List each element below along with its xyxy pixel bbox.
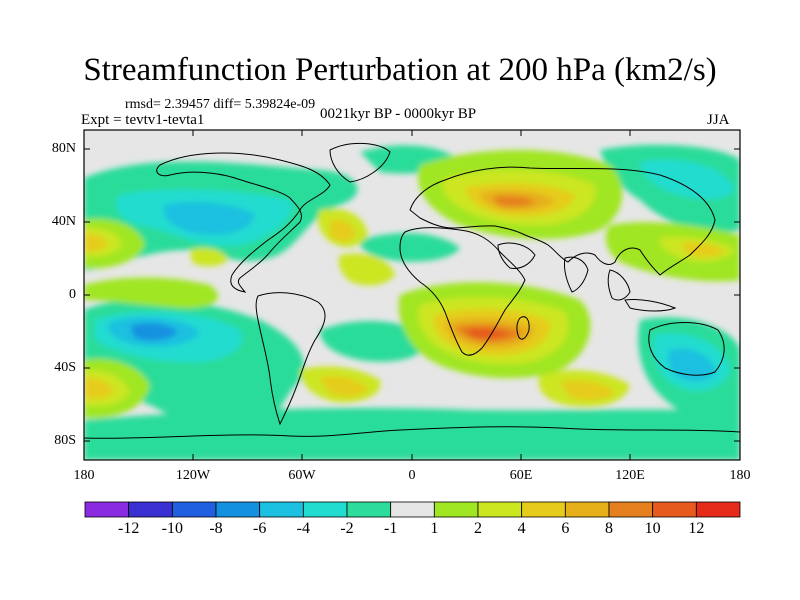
colorbar-label: 4	[517, 520, 526, 537]
colorbar-swatch	[171, 501, 217, 518]
coastlines	[84, 142, 740, 439]
contour-neg-sh-west-min	[130, 323, 178, 341]
colorbar-swatch	[608, 501, 654, 518]
contour-neg-atl-sh	[320, 320, 430, 362]
colorbar-swatch	[652, 501, 697, 518]
colorbar-swatch	[84, 501, 130, 518]
colorbar-swatch	[695, 501, 741, 518]
coastline-south-america	[255, 292, 326, 426]
contour-pos-africa-n	[338, 253, 395, 286]
contour-neg-na-inner	[163, 202, 255, 235]
colorbar-swatch	[302, 501, 348, 518]
lon-label-180e: 180	[729, 468, 751, 483]
contour-pos-sh-atl-core	[320, 376, 368, 397]
chart-title: Streamfunction Perturbation at 200 hPa (…	[83, 52, 717, 88]
colorbar-label: 2	[474, 520, 482, 537]
coastline-se-asia	[607, 269, 631, 301]
colorbar-label: 10	[644, 520, 661, 537]
colorbar-swatch	[521, 501, 566, 518]
contour-neg-south-band	[84, 408, 740, 460]
lon-label-120w: 120W	[175, 468, 211, 483]
contour-pos-sh-ind-core	[560, 380, 615, 401]
coastline-greenland	[329, 142, 391, 183]
coastline-eurasia	[409, 166, 716, 276]
colorbar	[84, 501, 741, 518]
contour-neg-eurasia-n-core	[640, 159, 735, 200]
coastline-north-america	[156, 152, 331, 293]
colorbar-swatch	[128, 501, 173, 518]
colorbar-label: -8	[209, 520, 223, 537]
colorbar-swatch	[433, 501, 479, 518]
lon-label-60e: 60E	[509, 468, 533, 483]
contour-pos-sh-west	[84, 277, 219, 309]
colorbar-label: -4	[296, 520, 310, 537]
contour-pos-mexico	[190, 248, 228, 267]
season-label: JJA	[707, 112, 730, 128]
colorbar-label: 12	[688, 520, 705, 537]
coastline-africa	[399, 227, 526, 356]
colorbar-label: 8	[605, 520, 613, 537]
lat-label-40s: 40S	[54, 360, 76, 375]
coastline-india	[564, 256, 589, 293]
lat-label-0: 0	[69, 287, 76, 302]
contour-pos-europe-max	[492, 195, 536, 207]
colorbar-swatch	[564, 501, 610, 518]
contour-pos-sh-pac-max	[84, 377, 114, 399]
colorbar-swatch	[215, 501, 261, 518]
colorbar-label: 1	[430, 520, 439, 537]
contour-neg-eq-atl	[359, 233, 460, 262]
lat-label-40n: 40N	[51, 214, 76, 229]
coastline-indonesia	[624, 299, 677, 312]
contour-pos-africa-s-max	[465, 328, 508, 339]
experiment-label: Expt = tevtv1-tevta1	[81, 112, 205, 128]
contour-field	[84, 130, 740, 460]
axis-ticks	[84, 130, 740, 460]
lon-label-180w: 180	[73, 468, 95, 483]
coastline-arabia	[497, 242, 536, 269]
stats-line: rmsd= 2.39457 diff= 5.39824e-09	[125, 97, 316, 112]
lat-label-80s: 80S	[54, 433, 76, 448]
coastline-antarctica	[84, 426, 740, 439]
colorbar-swatch	[259, 501, 304, 518]
period-label: 0021kyr BP - 0000kyr BP	[320, 106, 477, 122]
colorbar-swatch	[346, 501, 392, 518]
colorbar-label: 6	[561, 520, 570, 537]
colorbar-label: -6	[252, 520, 267, 537]
colorbar-swatch	[477, 501, 523, 518]
colorbar-swatch	[390, 501, 435, 518]
colorbar-label: -10	[161, 520, 183, 537]
lon-label-120e: 120E	[615, 468, 645, 483]
colorbar-label: -2	[340, 520, 354, 537]
contour-pos-pac-n-max	[84, 233, 108, 252]
lon-label-60w: 60W	[288, 468, 316, 483]
lat-label-80n: 80N	[51, 141, 76, 156]
contour-pos-atl-n-core	[330, 219, 355, 242]
colorbar-label: -12	[117, 520, 140, 537]
colorbar-label: -1	[383, 520, 398, 537]
coastline-australia	[648, 322, 725, 376]
coastline-madagascar	[516, 316, 530, 340]
lon-label-0: 0	[408, 468, 416, 483]
